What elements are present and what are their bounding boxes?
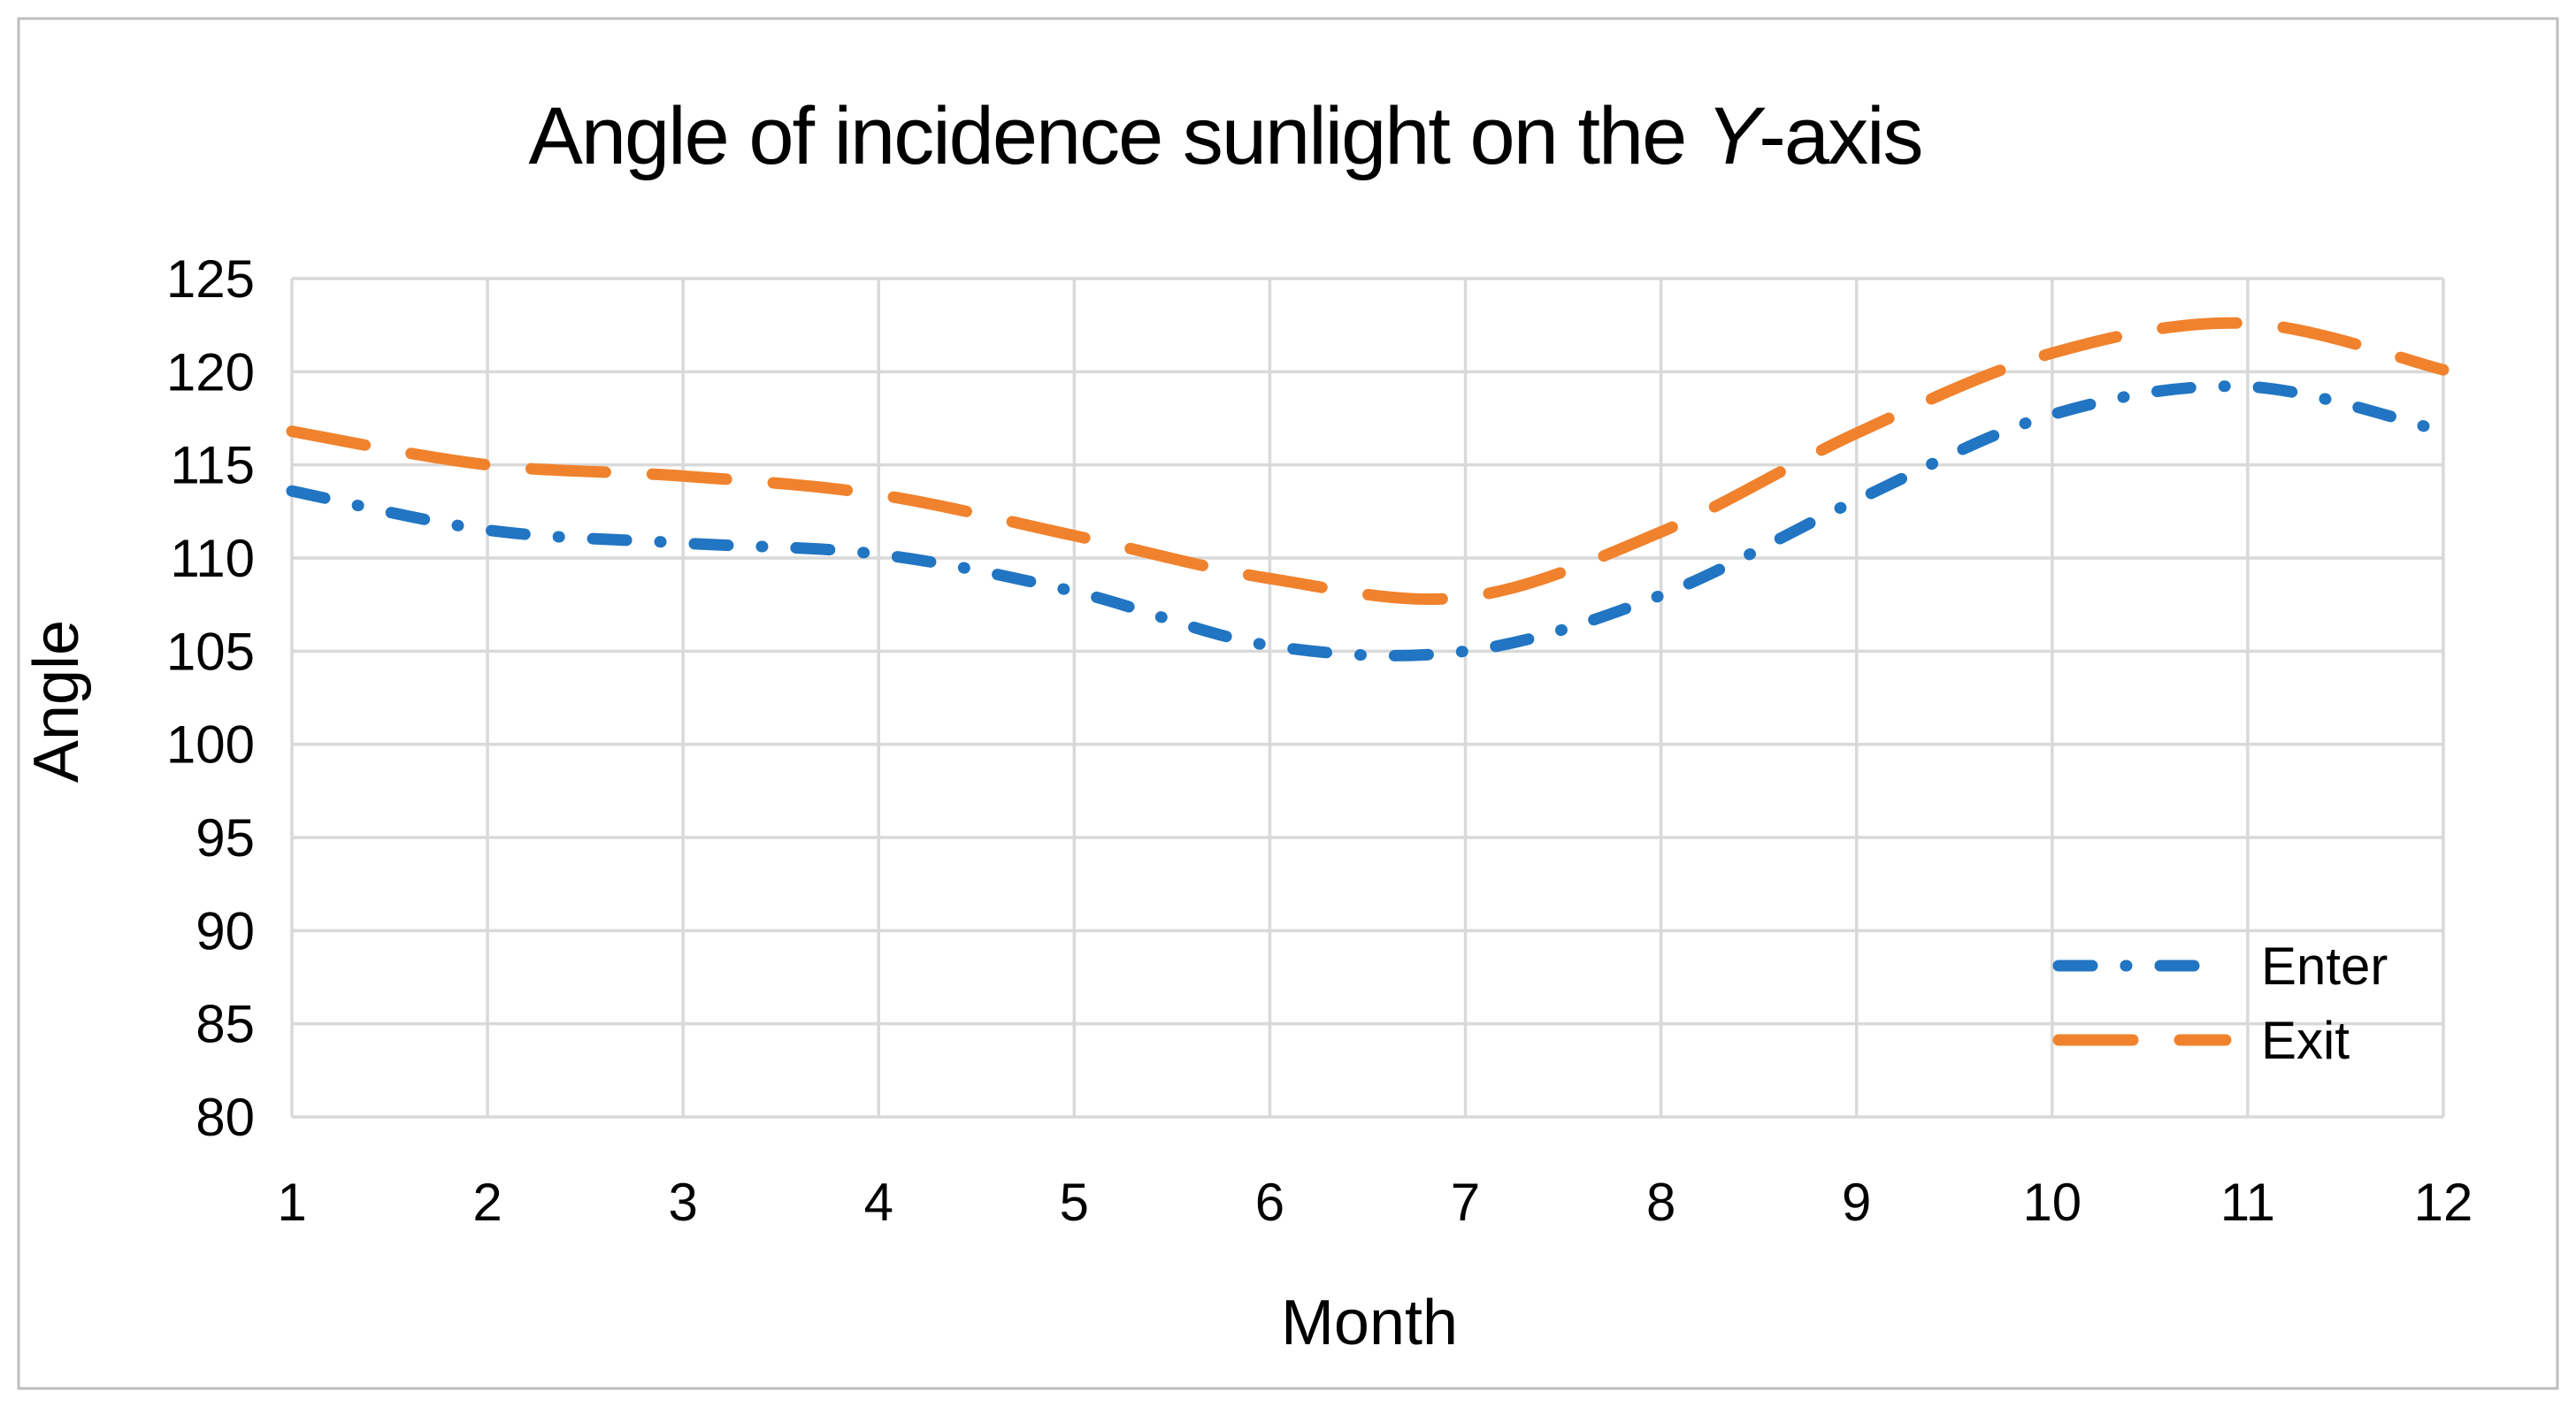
y-tick-label: 110 [170, 529, 255, 588]
y-tick-label: 105 [166, 622, 255, 681]
x-tick-label: 11 [2220, 1173, 2275, 1232]
x-tick-label: 5 [1060, 1173, 1089, 1232]
enter-series-line [286, 380, 2450, 661]
x-tick-label: 12 [2414, 1173, 2473, 1232]
y-tick-label: 100 [166, 715, 255, 775]
x-tick-label: 3 [668, 1173, 697, 1232]
chart-title-suffix: -axis [1759, 91, 1921, 181]
chart-title: Angle of incidence sunlight on the Y-axi… [528, 91, 1921, 181]
y-tick-label: 90 [196, 901, 255, 960]
exit-series-line [286, 317, 2450, 606]
legend-swatches [2052, 960, 2232, 1046]
x-axis-tick-labels: 1 2 3 4 5 6 7 8 9 10 11 12 [277, 1173, 2472, 1232]
y-axis-title: Angle [21, 620, 92, 783]
x-tick-label: 4 [864, 1173, 893, 1232]
legend-label-exit: Exit [2261, 1011, 2350, 1070]
y-tick-label: 95 [196, 808, 255, 868]
x-tick-label: 2 [472, 1173, 502, 1232]
chart-title-prefix: Angle of incidence sunlight on the [528, 91, 1706, 181]
x-tick-label: 10 [2022, 1173, 2082, 1232]
y-tick-label: 120 [166, 342, 255, 401]
x-tick-label: 7 [1451, 1173, 1480, 1232]
x-tick-label: 6 [1255, 1173, 1284, 1232]
x-tick-label: 1 [277, 1173, 306, 1232]
y-tick-label: 125 [166, 249, 255, 309]
legend-label-enter: Enter [2261, 937, 2388, 996]
x-axis-title: Month [1281, 1288, 1458, 1358]
y-tick-label: 115 [170, 436, 255, 495]
legend: Enter Exit [2052, 937, 2388, 1070]
y-axis-tick-labels: 80 85 90 95 100 105 110 115 120 125 [166, 249, 255, 1147]
y-tick-label: 85 [196, 995, 255, 1054]
x-tick-label: 8 [1646, 1173, 1675, 1232]
chart-title-italic-y: Y [1706, 91, 1766, 181]
y-tick-label: 80 [196, 1088, 255, 1147]
gridlines [290, 277, 2445, 1119]
series-lines [286, 317, 2450, 661]
x-tick-label: 9 [1842, 1173, 1871, 1232]
figure-border [17, 17, 2559, 1390]
